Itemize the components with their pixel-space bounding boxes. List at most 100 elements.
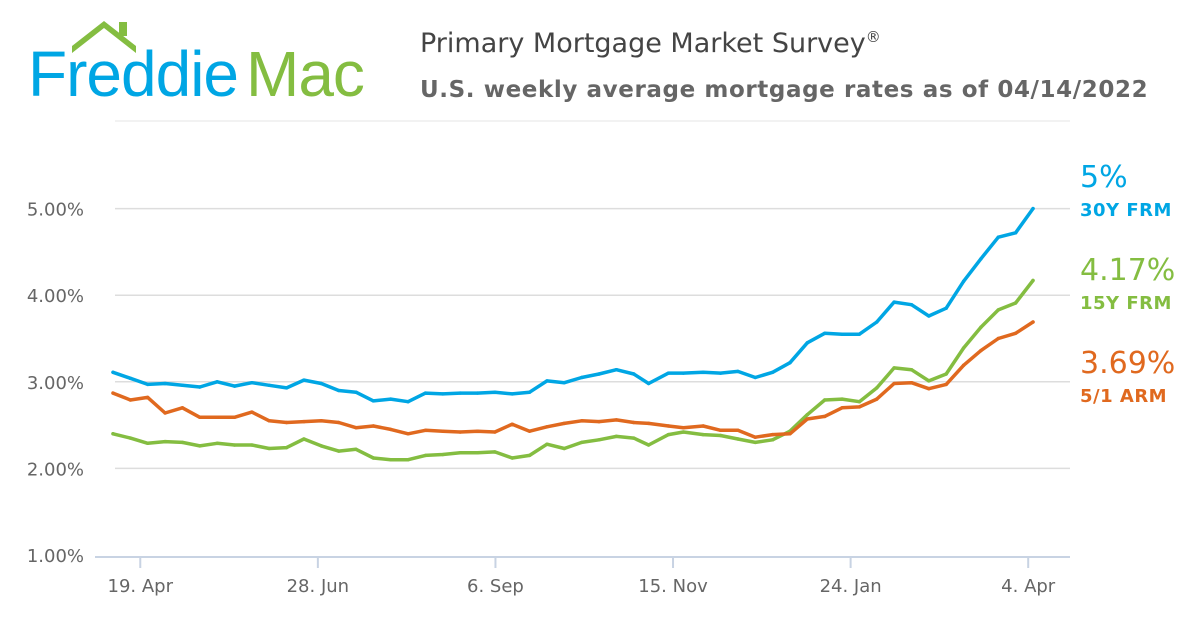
x-tick-label: 28. Jun: [287, 576, 349, 597]
data-point: [875, 320, 879, 324]
freddie-mac-logo: Freddie Mac: [22, 12, 382, 107]
data-point: [545, 379, 549, 383]
data-point: [284, 420, 289, 425]
data-point: [284, 386, 289, 390]
data-point: [267, 383, 271, 387]
data-point: [892, 300, 896, 304]
data-point: [961, 346, 966, 350]
data-point: [215, 441, 219, 445]
data-point: [458, 451, 462, 455]
data-point: [909, 380, 914, 385]
data-point: [510, 422, 514, 426]
data-point: [753, 435, 757, 439]
data-point: [1031, 206, 1035, 211]
data-point: [371, 424, 376, 428]
data-point: [632, 420, 636, 425]
data-point: [111, 432, 115, 436]
data-point: [681, 430, 686, 434]
data-point: [406, 400, 410, 404]
chart-title: Primary Mortgage Market Survey®: [420, 28, 881, 59]
data-point: [805, 417, 810, 421]
data-point: [250, 410, 254, 414]
data-point: [163, 411, 167, 415]
data-point: [128, 398, 133, 402]
data-point: [423, 453, 428, 458]
data-point: [614, 418, 619, 422]
data-point: [371, 399, 376, 403]
data-point: [475, 429, 480, 433]
title-text: Primary Mortgage Market Survey: [420, 28, 866, 59]
data-point: [111, 391, 115, 395]
data-point: [389, 397, 393, 401]
data-point: [232, 415, 237, 420]
data-point: [562, 380, 567, 385]
data-point: [128, 436, 133, 440]
data-point: [646, 381, 651, 386]
data-point: [753, 440, 757, 445]
data-point: [527, 390, 532, 394]
data-point: [822, 414, 827, 419]
data-point: [579, 375, 584, 380]
y-tick-label: 2.00%: [27, 459, 84, 480]
data-point: [770, 432, 775, 437]
data-point: [857, 400, 862, 404]
data-point: [319, 419, 324, 423]
data-point: [840, 406, 844, 410]
data-point: [909, 303, 914, 307]
data-point: [1031, 320, 1035, 324]
data-point: [284, 445, 289, 450]
data-point: [302, 437, 306, 441]
data-point: [701, 432, 705, 437]
data-point: [927, 387, 931, 391]
data-point: [198, 444, 202, 448]
data-point: [441, 452, 445, 457]
data-point: [646, 421, 651, 426]
data-point: [232, 384, 237, 388]
data-point: [927, 314, 931, 318]
data-point: [840, 397, 844, 401]
data-point: [423, 428, 428, 432]
data-point: [354, 390, 358, 394]
x-tick-label: 15. Nov: [638, 576, 708, 597]
data-point: [961, 279, 966, 284]
chart-subtitle: U.S. weekly average mortgage rates as of…: [420, 77, 1149, 103]
data-point: [718, 433, 723, 438]
data-point: [822, 398, 827, 402]
data-point: [458, 430, 462, 434]
data-point: [909, 367, 914, 372]
data-point: [389, 427, 393, 432]
logo-text-freddie: Freddie: [28, 38, 239, 110]
data-point: [996, 235, 1000, 239]
data-point: [579, 440, 584, 445]
data-point: [545, 442, 549, 446]
data-point: [336, 449, 341, 453]
data-point: [527, 453, 532, 458]
data-point: [198, 415, 202, 420]
data-point: [111, 370, 115, 374]
registered-mark: ®: [865, 28, 881, 46]
data-point: [805, 413, 810, 417]
data-point: [198, 385, 202, 389]
data-point: [736, 369, 740, 374]
data-point: [215, 415, 219, 420]
data-point: [788, 361, 792, 365]
data-point: [614, 367, 619, 372]
series-line-5-1-arm: [111, 320, 1035, 439]
data-point: [215, 380, 219, 384]
y-tick-label: 3.00%: [27, 373, 84, 394]
data-point: [562, 446, 567, 451]
series-15y-name: 15Y FRM: [1080, 293, 1172, 314]
data-point: [527, 429, 532, 433]
data-point: [632, 436, 636, 440]
logo-text-mac: Mac: [246, 38, 365, 110]
series-30y-latest: 5%: [1080, 160, 1128, 195]
data-point: [979, 325, 983, 329]
data-point: [1031, 278, 1035, 283]
data-point: [718, 371, 723, 375]
data-point: [736, 437, 740, 441]
data-point: [180, 406, 185, 410]
series-line-30y-frm: [111, 206, 1035, 404]
data-point: [666, 432, 671, 437]
data-point: [441, 429, 445, 433]
series-arm-name: 5/1 ARM: [1080, 386, 1168, 407]
